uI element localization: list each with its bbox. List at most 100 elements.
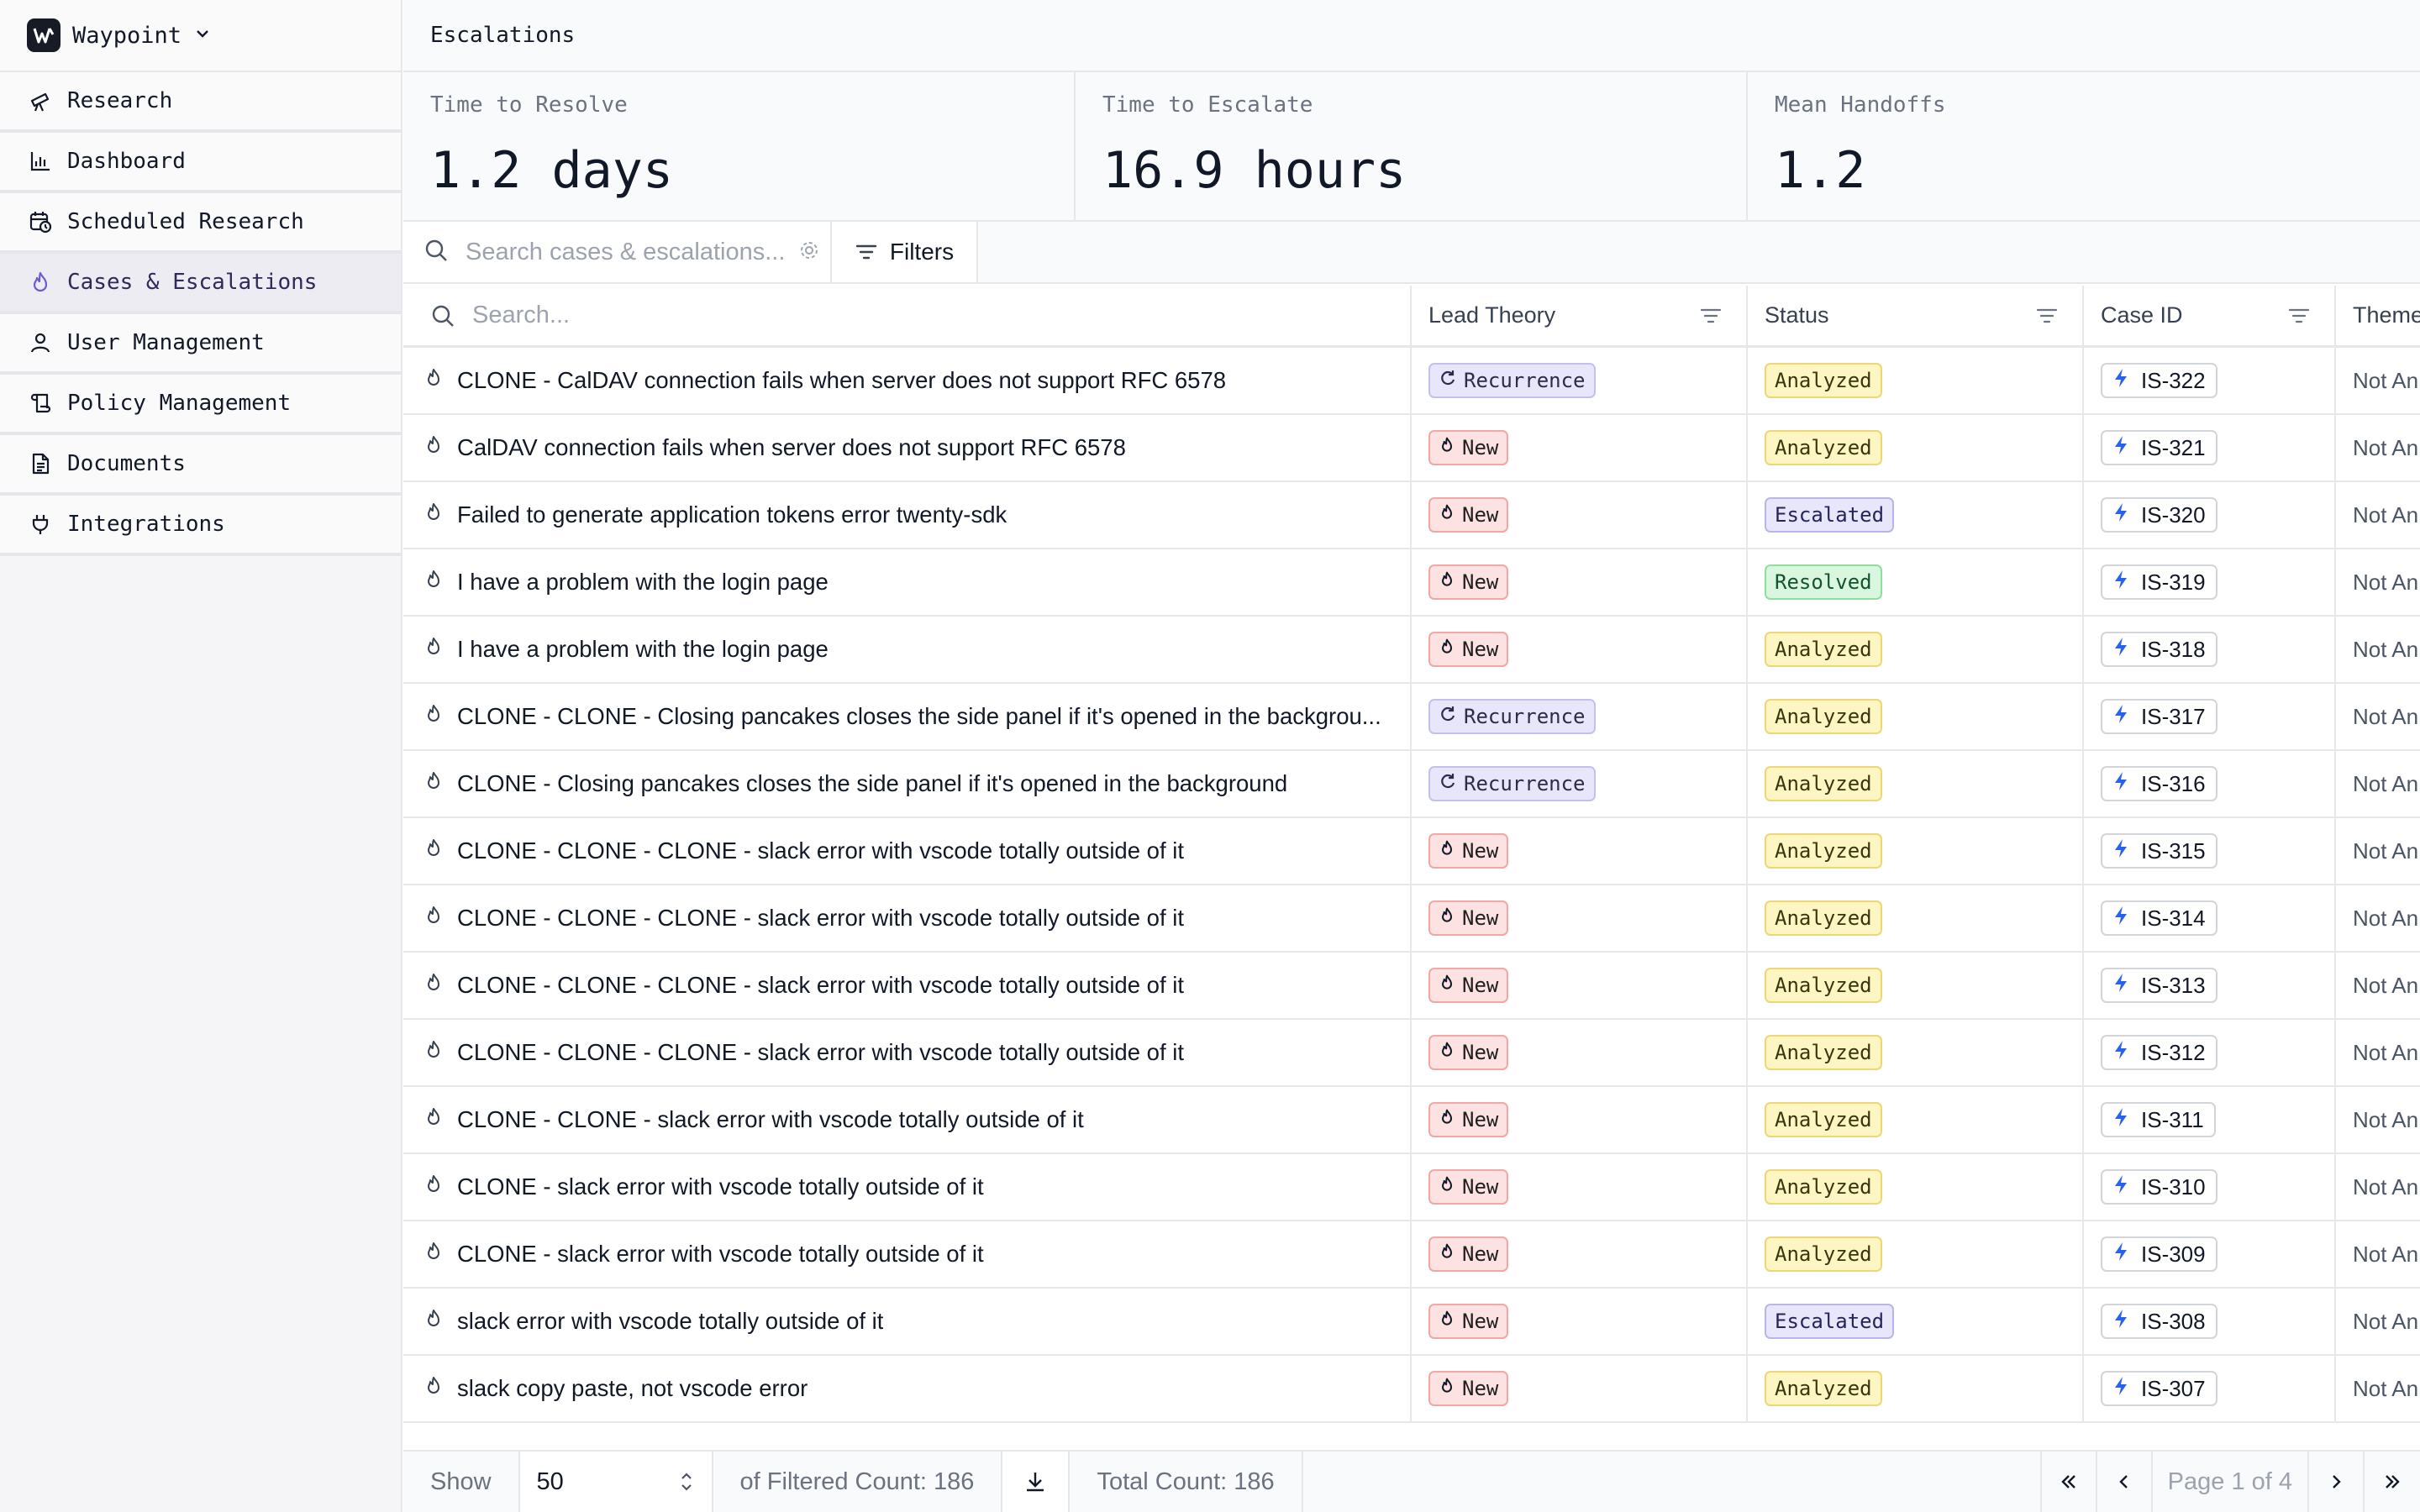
case-id-chip[interactable]: IS-307 bbox=[2101, 1371, 2217, 1406]
case-id: IS-309 bbox=[2141, 1241, 2206, 1267]
filter-icon[interactable] bbox=[2035, 306, 2059, 326]
bolt-icon bbox=[2112, 368, 2141, 394]
table-row[interactable]: CLONE - CalDAV connection fails when ser… bbox=[403, 348, 2420, 415]
workspace-switcher[interactable]: Waypoint bbox=[0, 0, 401, 72]
settings-gear-icon[interactable] bbox=[798, 239, 820, 265]
case-id-chip[interactable]: IS-308 bbox=[2101, 1304, 2217, 1339]
column-header-lead-theory[interactable]: Lead Theory bbox=[1412, 286, 1748, 345]
table-row[interactable]: CLONE - CLONE - CLONE - slack error with… bbox=[403, 818, 2420, 885]
sidebar-item-integrations[interactable]: Integrations bbox=[0, 496, 401, 556]
case-title: CLONE - Closing pancakes closes the side… bbox=[457, 770, 1288, 796]
lead-theory-label: Recurrence bbox=[1464, 369, 1586, 392]
case-id-chip[interactable]: IS-309 bbox=[2101, 1236, 2217, 1272]
case-id-chip[interactable]: IS-318 bbox=[2101, 632, 2217, 667]
sidebar-item-documents[interactable]: Documents bbox=[0, 435, 401, 496]
filters-button[interactable]: Filters bbox=[832, 222, 978, 282]
case-id-chip[interactable]: IS-321 bbox=[2101, 430, 2217, 465]
case-title-cell[interactable]: Failed to generate application tokens er… bbox=[403, 482, 1412, 548]
case-id: IS-315 bbox=[2141, 837, 2206, 864]
case-id-chip[interactable]: IS-322 bbox=[2101, 363, 2217, 398]
case-id-chip[interactable]: IS-313 bbox=[2101, 968, 2217, 1003]
table-row[interactable]: I have a problem with the login page New R… bbox=[403, 549, 2420, 617]
case-id-chip[interactable]: IS-317 bbox=[2101, 699, 2217, 734]
title-search-input[interactable]: Search... bbox=[403, 286, 1412, 345]
lead-theory-cell: New bbox=[1412, 885, 1748, 951]
metric-card: Time to Escalate 16.9 hours bbox=[1076, 72, 1748, 220]
column-header-theme[interactable]: Theme bbox=[2336, 286, 2420, 345]
sidebar-item-dashboard[interactable]: Dashboard bbox=[0, 133, 401, 193]
sidebar-item-label: Dashboard bbox=[67, 149, 186, 174]
filter-icon[interactable] bbox=[1699, 306, 1723, 326]
prev-page-button[interactable] bbox=[2096, 1452, 2153, 1512]
sidebar-item-research[interactable]: Research bbox=[0, 72, 401, 133]
table-row[interactable]: CalDAV connection fails when server does… bbox=[403, 415, 2420, 482]
lead-theory-cell: New bbox=[1412, 549, 1748, 615]
case-id-chip[interactable]: IS-315 bbox=[2101, 833, 2217, 869]
page-size-select[interactable]: 50 bbox=[519, 1452, 713, 1512]
metric-card: Mean Handoffs 1.2 bbox=[1748, 72, 2420, 220]
case-title-cell[interactable]: I have a problem with the login page bbox=[403, 617, 1412, 682]
flame-icon bbox=[1439, 1041, 1462, 1064]
case-title-cell[interactable]: CLONE - CLONE - Closing pancakes closes … bbox=[403, 684, 1412, 749]
sidebar-item-label: Research bbox=[67, 88, 173, 113]
last-page-button[interactable] bbox=[2365, 1452, 2420, 1512]
lead-theory-badge: New bbox=[1428, 1102, 1509, 1137]
table-body: CLONE - CalDAV connection fails when ser… bbox=[403, 348, 2420, 1423]
case-id-chip[interactable]: IS-314 bbox=[2101, 900, 2217, 936]
table-row[interactable]: CLONE - slack error with vscode totally … bbox=[403, 1221, 2420, 1289]
table-row[interactable]: CLONE - CLONE - Closing pancakes closes … bbox=[403, 684, 2420, 751]
case-id-chip[interactable]: IS-310 bbox=[2101, 1169, 2217, 1205]
download-button[interactable] bbox=[1002, 1452, 1071, 1512]
case-id-chip[interactable]: IS-311 bbox=[2101, 1102, 2216, 1137]
case-title: CLONE - CalDAV connection fails when ser… bbox=[457, 367, 1227, 393]
case-title-cell[interactable]: CLONE - CalDAV connection fails when ser… bbox=[403, 348, 1412, 413]
column-header-status[interactable]: Status bbox=[1748, 286, 2084, 345]
table-row[interactable]: slack error with vscode totally outside … bbox=[403, 1289, 2420, 1356]
bolt-icon bbox=[2112, 570, 2141, 596]
lead-theory-badge: New bbox=[1428, 833, 1509, 869]
case-title-cell[interactable]: CLONE - CLONE - slack error with vscode … bbox=[403, 1087, 1412, 1152]
case-title-cell[interactable]: slack error with vscode totally outside … bbox=[403, 1289, 1412, 1354]
case-title-cell[interactable]: slack copy paste, not vscode error bbox=[403, 1356, 1412, 1421]
case-title-cell[interactable]: CLONE - CLONE - CLONE - slack error with… bbox=[403, 953, 1412, 1018]
sidebar-item-policy-management[interactable]: Policy Management bbox=[0, 375, 401, 435]
table-row[interactable]: Failed to generate application tokens er… bbox=[403, 482, 2420, 549]
case-title-cell[interactable]: CLONE - CLONE - CLONE - slack error with… bbox=[403, 1020, 1412, 1085]
page-size-value: 50 bbox=[536, 1467, 564, 1495]
case-id-chip[interactable]: IS-319 bbox=[2101, 564, 2217, 600]
search-placeholder: Search cases & escalations... bbox=[466, 238, 785, 265]
sidebar-item-cases-escalations[interactable]: Cases & Escalations bbox=[0, 254, 401, 314]
case-id-chip[interactable]: IS-320 bbox=[2101, 497, 2217, 533]
lead-theory-label: Recurrence bbox=[1464, 705, 1586, 728]
case-title-cell[interactable]: CLONE - CLONE - CLONE - slack error with… bbox=[403, 818, 1412, 884]
case-title-cell[interactable]: CLONE - Closing pancakes closes the side… bbox=[403, 751, 1412, 816]
column-header-case-id[interactable]: Case ID bbox=[2084, 286, 2336, 345]
table-row[interactable]: slack copy paste, not vscode error New Ana… bbox=[403, 1356, 2420, 1423]
case-id-chip[interactable]: IS-316 bbox=[2101, 766, 2217, 801]
table-row[interactable]: CLONE - CLONE - CLONE - slack error with… bbox=[403, 1020, 2420, 1087]
case-title: CalDAV connection fails when server does… bbox=[457, 434, 1126, 460]
table-row[interactable]: I have a problem with the login page New A… bbox=[403, 617, 2420, 684]
filter-icon[interactable] bbox=[2287, 306, 2311, 326]
case-search-input[interactable]: Search cases & escalations... bbox=[403, 222, 832, 282]
case-id: IS-312 bbox=[2141, 1039, 2206, 1065]
case-id-chip[interactable]: IS-312 bbox=[2101, 1035, 2217, 1070]
first-page-button[interactable] bbox=[2041, 1452, 2097, 1512]
table-row[interactable]: CLONE - Closing pancakes closes the side… bbox=[403, 751, 2420, 818]
sidebar-item-scheduled-research[interactable]: Scheduled Research bbox=[0, 193, 401, 254]
status-badge: Escalated bbox=[1765, 1304, 1895, 1339]
bolt-icon bbox=[2112, 1040, 2141, 1066]
case-title-cell[interactable]: CLONE - slack error with vscode totally … bbox=[403, 1221, 1412, 1287]
case-title-cell[interactable]: CLONE - CLONE - CLONE - slack error with… bbox=[403, 885, 1412, 951]
case-title-cell[interactable]: CLONE - slack error with vscode totally … bbox=[403, 1154, 1412, 1220]
table-row[interactable]: CLONE - slack error with vscode totally … bbox=[403, 1154, 2420, 1221]
case-title-cell[interactable]: I have a problem with the login page bbox=[403, 549, 1412, 615]
table-row[interactable]: CLONE - CLONE - CLONE - slack error with… bbox=[403, 885, 2420, 953]
next-page-button[interactable] bbox=[2309, 1452, 2365, 1512]
table-row[interactable]: CLONE - CLONE - slack error with vscode … bbox=[403, 1087, 2420, 1154]
sidebar-item-user-management[interactable]: User Management bbox=[0, 314, 401, 375]
case-title-cell[interactable]: CalDAV connection fails when server does… bbox=[403, 415, 1412, 480]
table-row[interactable]: CLONE - CLONE - CLONE - slack error with… bbox=[403, 953, 2420, 1020]
show-label: Show bbox=[403, 1452, 520, 1512]
chevron-right-icon bbox=[2333, 1475, 2341, 1488]
